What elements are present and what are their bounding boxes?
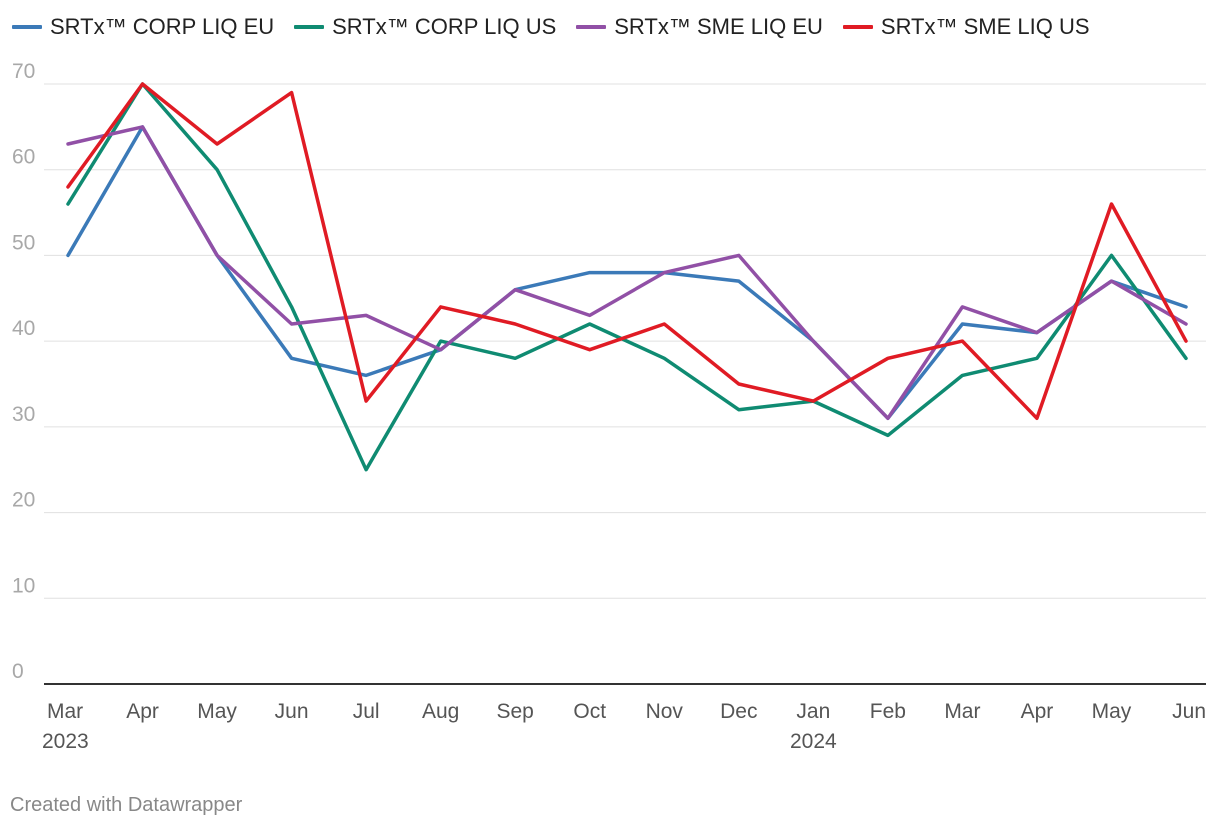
x-tick-label: Mar: [47, 700, 83, 723]
series-line-sme-liq-eu: [66, 125, 1188, 421]
x-tick-label: Mar: [944, 700, 980, 723]
x-tick-label: Nov: [646, 700, 684, 723]
y-tick-label: 70: [12, 60, 35, 83]
x-tick-label: Oct: [573, 700, 606, 723]
chart-legend: SRTx™ CORP LIQ EU SRTx™ CORP LIQ US SRTx…: [12, 14, 1090, 40]
series-line-corp-liq-us: [66, 82, 1188, 472]
y-tick-label: 60: [12, 146, 35, 169]
legend-item-sme-liq-us: SRTx™ SME LIQ US: [842, 14, 1090, 40]
y-tick-label: 50: [12, 231, 35, 254]
legend-swatch: [294, 25, 325, 29]
x-tick-label: Dec: [720, 700, 757, 723]
legend-item-corp-liq-us: SRTx™ CORP LIQ US: [294, 14, 556, 40]
legend-item-corp-liq-eu: SRTx™ CORP LIQ EU: [12, 14, 274, 40]
x-tick-label: May: [197, 700, 237, 723]
legend-label: SRTx™ SME LIQ EU: [614, 14, 823, 39]
x-tick-label: Jul: [353, 700, 380, 723]
y-tick-label: 30: [12, 403, 35, 426]
y-tick-label: 20: [12, 489, 35, 512]
series-line-corp-liq-eu: [66, 125, 1188, 421]
legend-swatch: [842, 25, 873, 29]
x-year-label: 2024: [790, 730, 837, 753]
footer-credit: Created with Datawrapper: [10, 794, 243, 816]
x-tick-label: Jun: [275, 700, 309, 723]
x-tick-label: Aug: [422, 700, 459, 723]
legend-label: SRTx™ SME LIQ US: [880, 14, 1090, 39]
y-tick-label: 10: [12, 574, 35, 597]
y-tick-label: 40: [12, 317, 35, 340]
x-tick-label: Sep: [497, 700, 534, 723]
legend-swatch: [12, 25, 42, 29]
x-year-label: 2023: [42, 730, 89, 753]
y-tick-label: 0: [12, 660, 24, 683]
x-tick-label: Jan: [796, 700, 830, 723]
legend-label: SRTx™ CORP LIQ US: [332, 14, 557, 39]
legend-item-sme-liq-eu: SRTx™ SME LIQ EU: [576, 14, 823, 40]
x-tick-label: Apr: [1021, 700, 1054, 723]
series-line-sme-liq-us: [66, 82, 1188, 421]
legend-label: SRTx™ CORP LIQ EU: [50, 14, 275, 39]
x-tick-label: Feb: [870, 700, 906, 723]
x-tick-label: Apr: [126, 700, 159, 723]
x-tick-label: May: [1092, 700, 1132, 723]
x-tick-label: Jun: [1172, 700, 1206, 723]
legend-swatch: [576, 25, 607, 29]
